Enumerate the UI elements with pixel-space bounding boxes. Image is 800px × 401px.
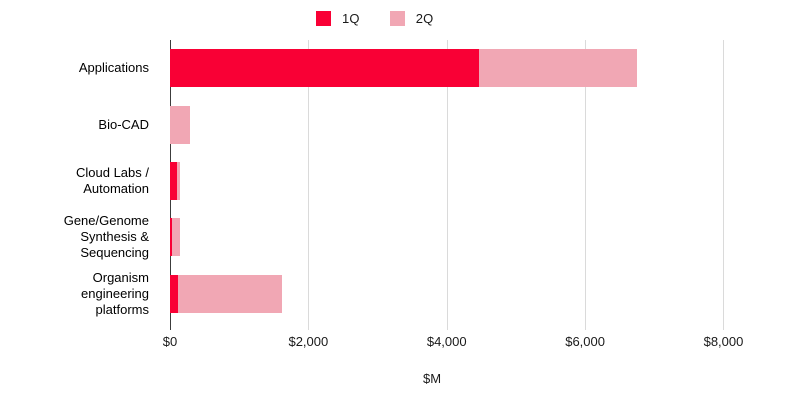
stacked-bar (170, 105, 191, 144)
bar-row (170, 40, 765, 96)
stacked-bar (170, 218, 181, 257)
x-tick-label: $8,000 (703, 334, 744, 349)
legend-label-1q: 1Q (342, 11, 360, 26)
bar-row (170, 153, 765, 209)
bar-segment-1q (170, 218, 172, 257)
gridline (446, 40, 448, 330)
bar-segment-1q (170, 274, 179, 313)
category-label: Applications (78, 60, 149, 76)
legend: 1Q 2Q (316, 11, 434, 26)
bar-segment-2q (171, 218, 181, 257)
legend-item-2q: 2Q (389, 11, 434, 26)
x-tick-label: $4,000 (426, 334, 467, 349)
bar-segment-2q (178, 274, 283, 313)
x-tick-label: $0 (162, 334, 178, 349)
category-label: Bio-CAD (98, 116, 149, 132)
plot-area (170, 40, 765, 322)
gridline (723, 40, 725, 330)
gridline (585, 40, 587, 330)
legend-label-2q: 2Q (415, 11, 434, 26)
gridline (308, 40, 310, 330)
bar-row (170, 209, 765, 265)
legend-swatch-1q-icon (316, 11, 331, 26)
bar-row (170, 96, 765, 152)
legend-item-1q: 1Q (316, 11, 360, 26)
bar-row (170, 266, 765, 322)
bar-segment-2q (478, 49, 637, 88)
legend-swatch-2q-icon (389, 11, 405, 26)
bar-segment-2q (170, 105, 191, 144)
x-axis-title: $M (422, 371, 442, 386)
category-label: Organism engineering platforms (81, 269, 149, 317)
category-label: Cloud Labs / Automation (76, 164, 149, 196)
stacked-bar (170, 161, 181, 200)
x-tick-label: $6,000 (565, 334, 605, 349)
stacked-bar (170, 274, 283, 313)
category-label: Gene/Genome Synthesis & Sequencing (63, 213, 149, 261)
bar-segment-1q (170, 49, 479, 88)
x-tick-label: $2,000 (288, 334, 329, 349)
bar-segment-2q (176, 161, 181, 200)
stacked-bar (170, 49, 637, 88)
bar-segment-1q (170, 161, 177, 200)
